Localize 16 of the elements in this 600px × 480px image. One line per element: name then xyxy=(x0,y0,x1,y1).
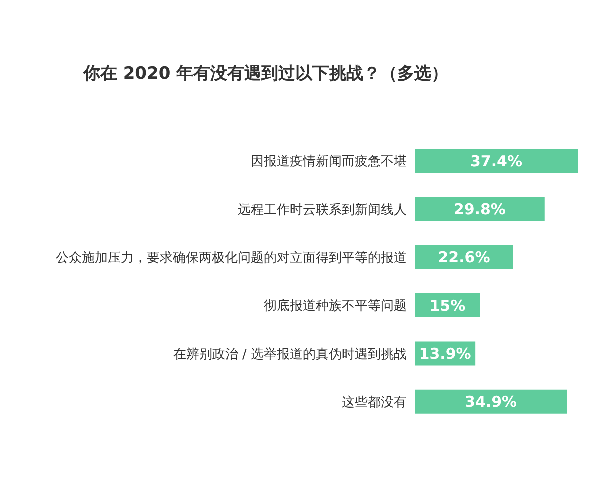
bar xyxy=(415,390,568,414)
text: 你在 2020 年有没有遇到过以下挑战？（多选） xyxy=(82,63,450,85)
y-tick-label: 公众施加压力，要求确保两极化问题的对立面得到平等的报道 xyxy=(56,250,407,266)
y-tick-label: 因报道疫情新闻而疲惫不堪 xyxy=(251,154,407,170)
data-label: 29.8% xyxy=(454,200,506,219)
data-label: 34.9% xyxy=(465,393,518,412)
bar xyxy=(415,149,578,174)
y-tick-label: 远程工作时云联系到新闻线人 xyxy=(238,202,407,218)
y-tick-label: 彻底报道种族不平等问题 xyxy=(264,299,407,314)
y-tick-label: 这些都没有 xyxy=(342,396,407,411)
data-label: 37.4% xyxy=(470,152,523,170)
data-label: 13.9% xyxy=(419,345,472,364)
data-label: 15% xyxy=(430,296,466,315)
data-label: 22.6% xyxy=(438,248,490,267)
y-tick-label: 在辨别政治 / 选举报道的真伪时遇到挑战 xyxy=(173,347,407,362)
bar xyxy=(415,197,545,222)
